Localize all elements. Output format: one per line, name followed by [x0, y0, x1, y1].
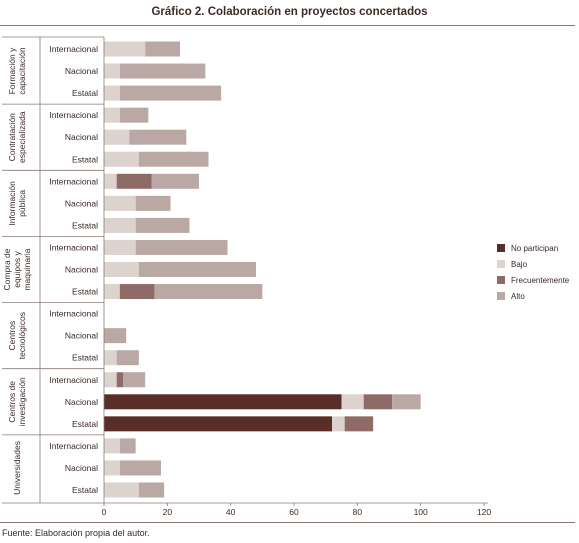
row-label: Estatal: [72, 353, 98, 363]
bar-segment: [104, 350, 117, 366]
group-label: Centrostecnológicos: [7, 312, 27, 359]
row-label: Estatal: [72, 485, 98, 495]
source-note: Fuente: Elaboración propia del autor.: [2, 528, 150, 538]
bar-segment: [104, 438, 120, 454]
bar-segment: [104, 328, 127, 344]
legend-swatch: [497, 244, 505, 252]
group-labels: Formación ycapacitación Contrataciónespec…: [2, 47, 32, 495]
legend-label: No participan: [511, 244, 558, 253]
row-label: Nacional: [65, 132, 98, 142]
legend-label: Bajo: [511, 260, 528, 269]
bar-segment: [116, 350, 139, 366]
x-tick-label: 0: [102, 507, 107, 517]
row-label: Estatal: [72, 220, 98, 230]
group-label: Formación ycapacitación: [7, 47, 27, 95]
row-label: Nacional: [65, 265, 98, 275]
bar-segment: [363, 394, 393, 410]
x-tick-label: 40: [226, 507, 236, 517]
bar-segment: [104, 63, 120, 79]
row-label: Internacional: [49, 441, 98, 451]
bar-segment: [104, 372, 117, 388]
group-separators: [2, 36, 104, 504]
bar-segment: [151, 173, 199, 189]
bar-segment: [116, 173, 152, 189]
bar-segment: [104, 173, 117, 189]
legend-swatch: [497, 260, 505, 268]
row-label: Estatal: [72, 419, 98, 429]
row-label: Nacional: [65, 463, 98, 473]
bar-segment: [104, 460, 120, 476]
row-label: Internacional: [49, 309, 98, 319]
row-label: Estatal: [72, 88, 98, 98]
group-label: Contrataciónespecializada: [7, 111, 27, 163]
row-label: Internacional: [49, 242, 98, 252]
bar-segment: [123, 372, 146, 388]
bar-segment: [104, 151, 139, 167]
bar-segment: [104, 85, 120, 101]
legend: No participan Bajo Frecuentemente Alto: [497, 244, 570, 301]
bar-segment: [104, 41, 146, 57]
legend-label: Alto: [511, 292, 525, 301]
group-label: Informaciónpública: [7, 181, 27, 226]
bar-segment: [119, 460, 161, 476]
bar-segment: [119, 85, 222, 101]
footer-divider: [0, 522, 575, 523]
row-label: Nacional: [65, 397, 98, 407]
bar-segment: [104, 217, 136, 233]
bar-segment: [104, 262, 139, 277]
x-axis: 0 20 40 60 80 100 120: [39, 37, 491, 517]
legend-label: Frecuentemente: [511, 276, 570, 285]
bar-segment: [104, 394, 342, 410]
bar-segment: [104, 239, 136, 255]
row-label: Internacional: [49, 375, 98, 385]
bar-segment: [138, 151, 209, 167]
row-label: Internacional: [49, 110, 98, 120]
group-label: Compra deequipos ymaquinaria: [2, 248, 32, 290]
bar-segment: [129, 129, 187, 145]
bar-segment: [119, 107, 149, 123]
legend-swatch: [497, 276, 505, 284]
bar-segment: [341, 394, 364, 410]
x-tick-label: 80: [353, 507, 363, 517]
chart-title: Gráfico 2. Colaboración en proyectos con…: [151, 6, 428, 18]
bar-segment: [119, 63, 206, 79]
bar-segment: [145, 41, 180, 57]
bar-segment: [104, 284, 120, 300]
bar-segment: [104, 482, 139, 498]
bar-segment: [138, 262, 256, 277]
bars: [104, 41, 421, 498]
bar-segment: [116, 372, 123, 388]
row-labels: Internacional Nacional Estatal Internaciona…: [49, 44, 98, 495]
bar-segment: [138, 482, 165, 498]
row-label: Nacional: [65, 66, 98, 76]
group-label: Universidades: [12, 441, 22, 495]
x-tick-label: 120: [477, 507, 491, 517]
bar-segment: [135, 217, 190, 233]
legend-swatch: [497, 292, 505, 300]
bar-segment: [332, 416, 345, 432]
bar-segment: [104, 129, 130, 145]
bar-segment: [104, 107, 120, 123]
row-label: Estatal: [72, 154, 98, 164]
bar-segment: [135, 195, 171, 211]
group-label: Centros deinvestigación: [7, 377, 27, 426]
bar-segment: [154, 284, 263, 300]
x-tick-label: 100: [414, 507, 428, 517]
row-label: Internacional: [49, 176, 98, 186]
row-label: Nacional: [65, 198, 98, 208]
bar-segment: [119, 284, 155, 300]
bar-segment: [104, 195, 136, 211]
bar-segment: [104, 416, 332, 432]
row-label: Estatal: [72, 287, 98, 297]
bar-segment: [135, 239, 228, 255]
row-label: Nacional: [65, 331, 98, 341]
title-divider: [0, 25, 575, 26]
x-tick-label: 60: [289, 507, 299, 517]
bar-segment: [344, 416, 374, 432]
bar-segment: [119, 438, 136, 454]
x-tick-label: 20: [163, 507, 173, 517]
row-label: Internacional: [49, 44, 98, 54]
bar-segment: [392, 394, 421, 410]
